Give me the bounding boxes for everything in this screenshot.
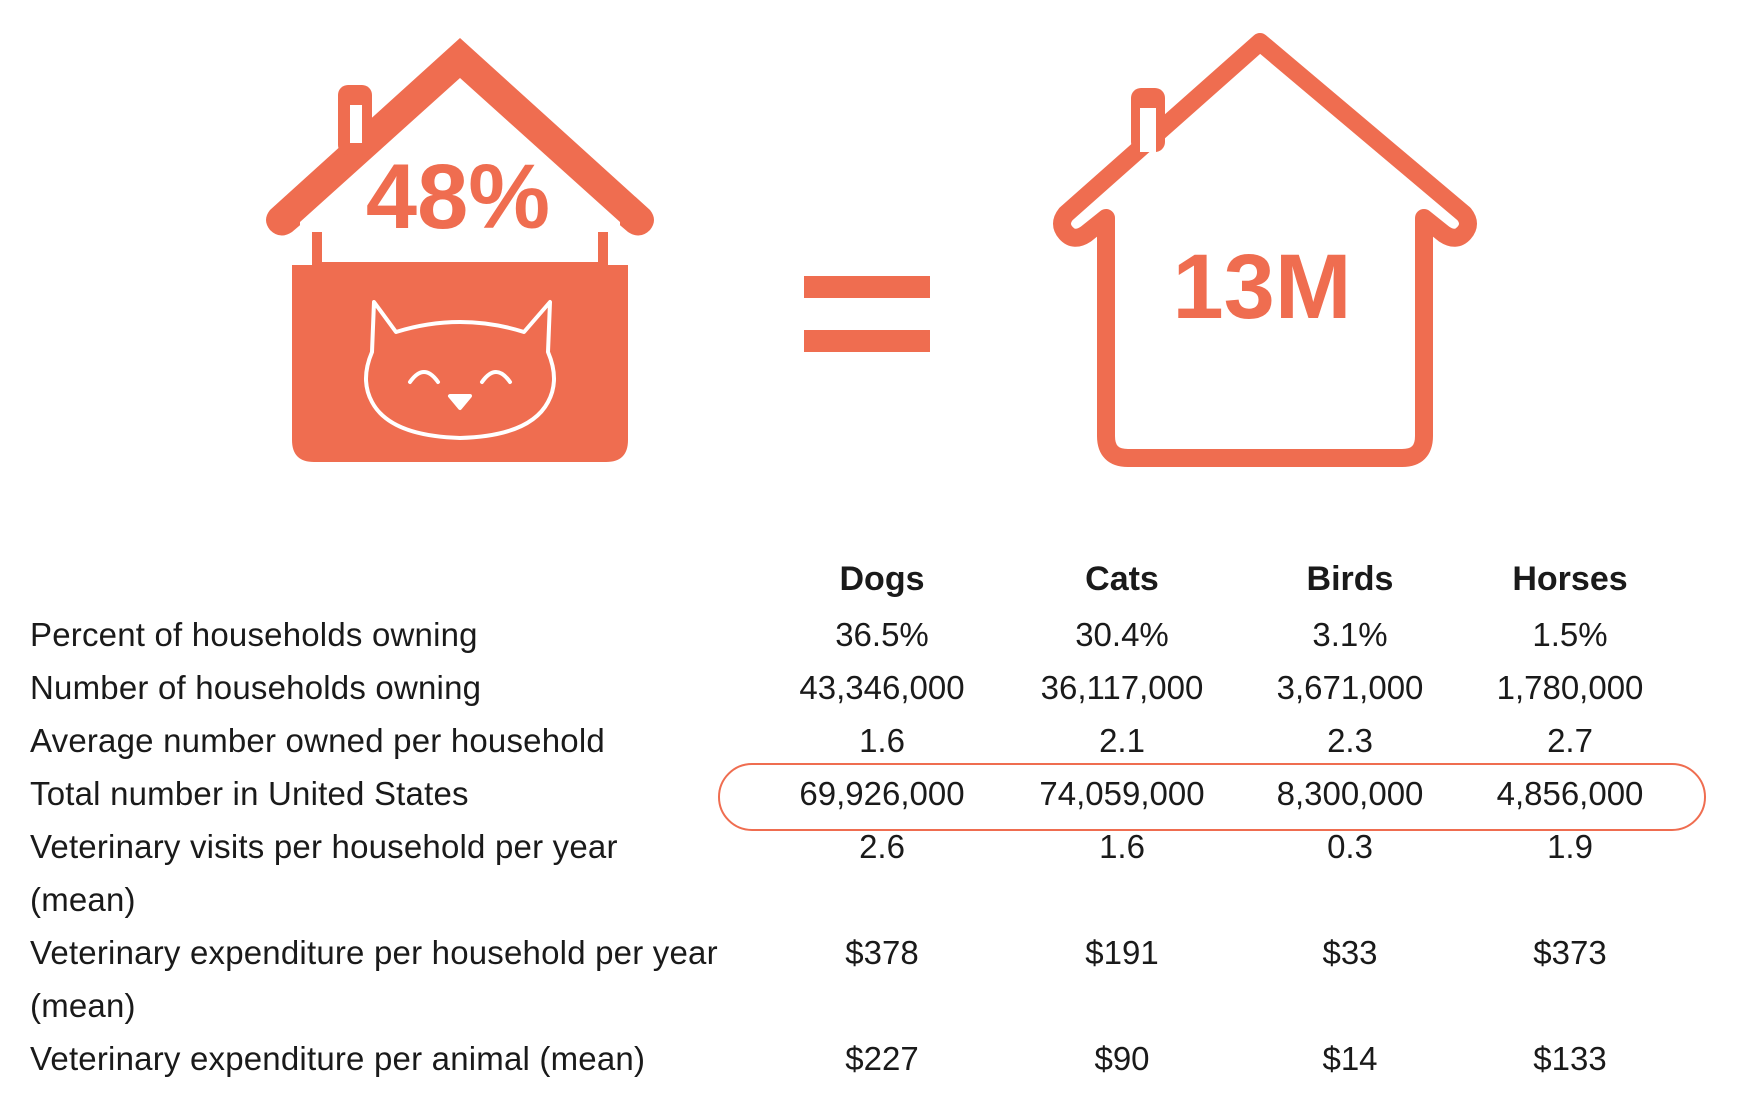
cell-cats: $191	[1085, 934, 1159, 971]
cell-cats: 74,059,000	[1039, 775, 1205, 812]
cell-birds: 8,300,000	[1276, 775, 1424, 812]
cell-dogs: $227	[845, 1040, 919, 1077]
cell-dogs: 2.6	[859, 828, 905, 865]
cell-birds: 0.3	[1327, 828, 1373, 865]
cell-horses: $373	[1533, 934, 1607, 971]
right-house-value: 13M	[1173, 236, 1352, 338]
cell-dogs: 1.6	[859, 722, 905, 759]
cat-face-icon	[364, 300, 556, 440]
cell-dogs: 36.5%	[835, 616, 929, 653]
row-label: Veterinary visits per household per year…	[30, 828, 618, 918]
left-house-value: 48%	[366, 146, 550, 248]
row-label: Veterinary expenditure per animal (mean)	[30, 1040, 646, 1077]
cell-horses: $133	[1533, 1040, 1607, 1077]
cell-cats: 30.4%	[1075, 616, 1169, 653]
house-outline-icon: 13M	[1053, 33, 1477, 467]
infographic-graphic: 48% 13M	[266, 33, 1477, 467]
cell-birds: 3.1%	[1312, 616, 1388, 653]
cat-house-icon: 48%	[266, 38, 654, 462]
row-label: Total number in United States	[30, 775, 469, 812]
column-header-birds: Birds	[1306, 560, 1394, 598]
cell-cats: $90	[1094, 1040, 1150, 1077]
cell-birds: 2.3	[1327, 722, 1373, 759]
cell-birds: $33	[1322, 934, 1378, 971]
cell-horses: 4,856,000	[1496, 775, 1644, 812]
equals-icon	[804, 276, 930, 352]
cell-dogs: 69,926,000	[799, 775, 965, 812]
column-header-dogs: Dogs	[839, 560, 925, 598]
cell-dogs: 43,346,000	[799, 669, 965, 706]
cell-horses: 1.9	[1547, 828, 1593, 865]
cell-horses: 1.5%	[1532, 616, 1608, 653]
cell-birds: $14	[1322, 1040, 1378, 1077]
highlight-oval	[718, 763, 1706, 831]
cell-cats: 2.1	[1099, 722, 1145, 759]
row-label: Average number owned per household	[30, 722, 605, 759]
row-label: Veterinary expenditure per household per…	[30, 934, 718, 1024]
row-label: Percent of households owning	[30, 616, 478, 653]
cell-horses: 2.7	[1547, 722, 1593, 759]
cell-horses: 1,780,000	[1496, 669, 1644, 706]
cell-dogs: $378	[845, 934, 919, 971]
cell-cats: 36,117,000	[1040, 669, 1204, 706]
cell-birds: 3,671,000	[1276, 669, 1424, 706]
row-label: Number of households owning	[30, 669, 482, 706]
column-header-horses: Horses	[1512, 560, 1628, 598]
column-header-cats: Cats	[1085, 560, 1159, 598]
cell-cats: 1.6	[1099, 828, 1145, 865]
